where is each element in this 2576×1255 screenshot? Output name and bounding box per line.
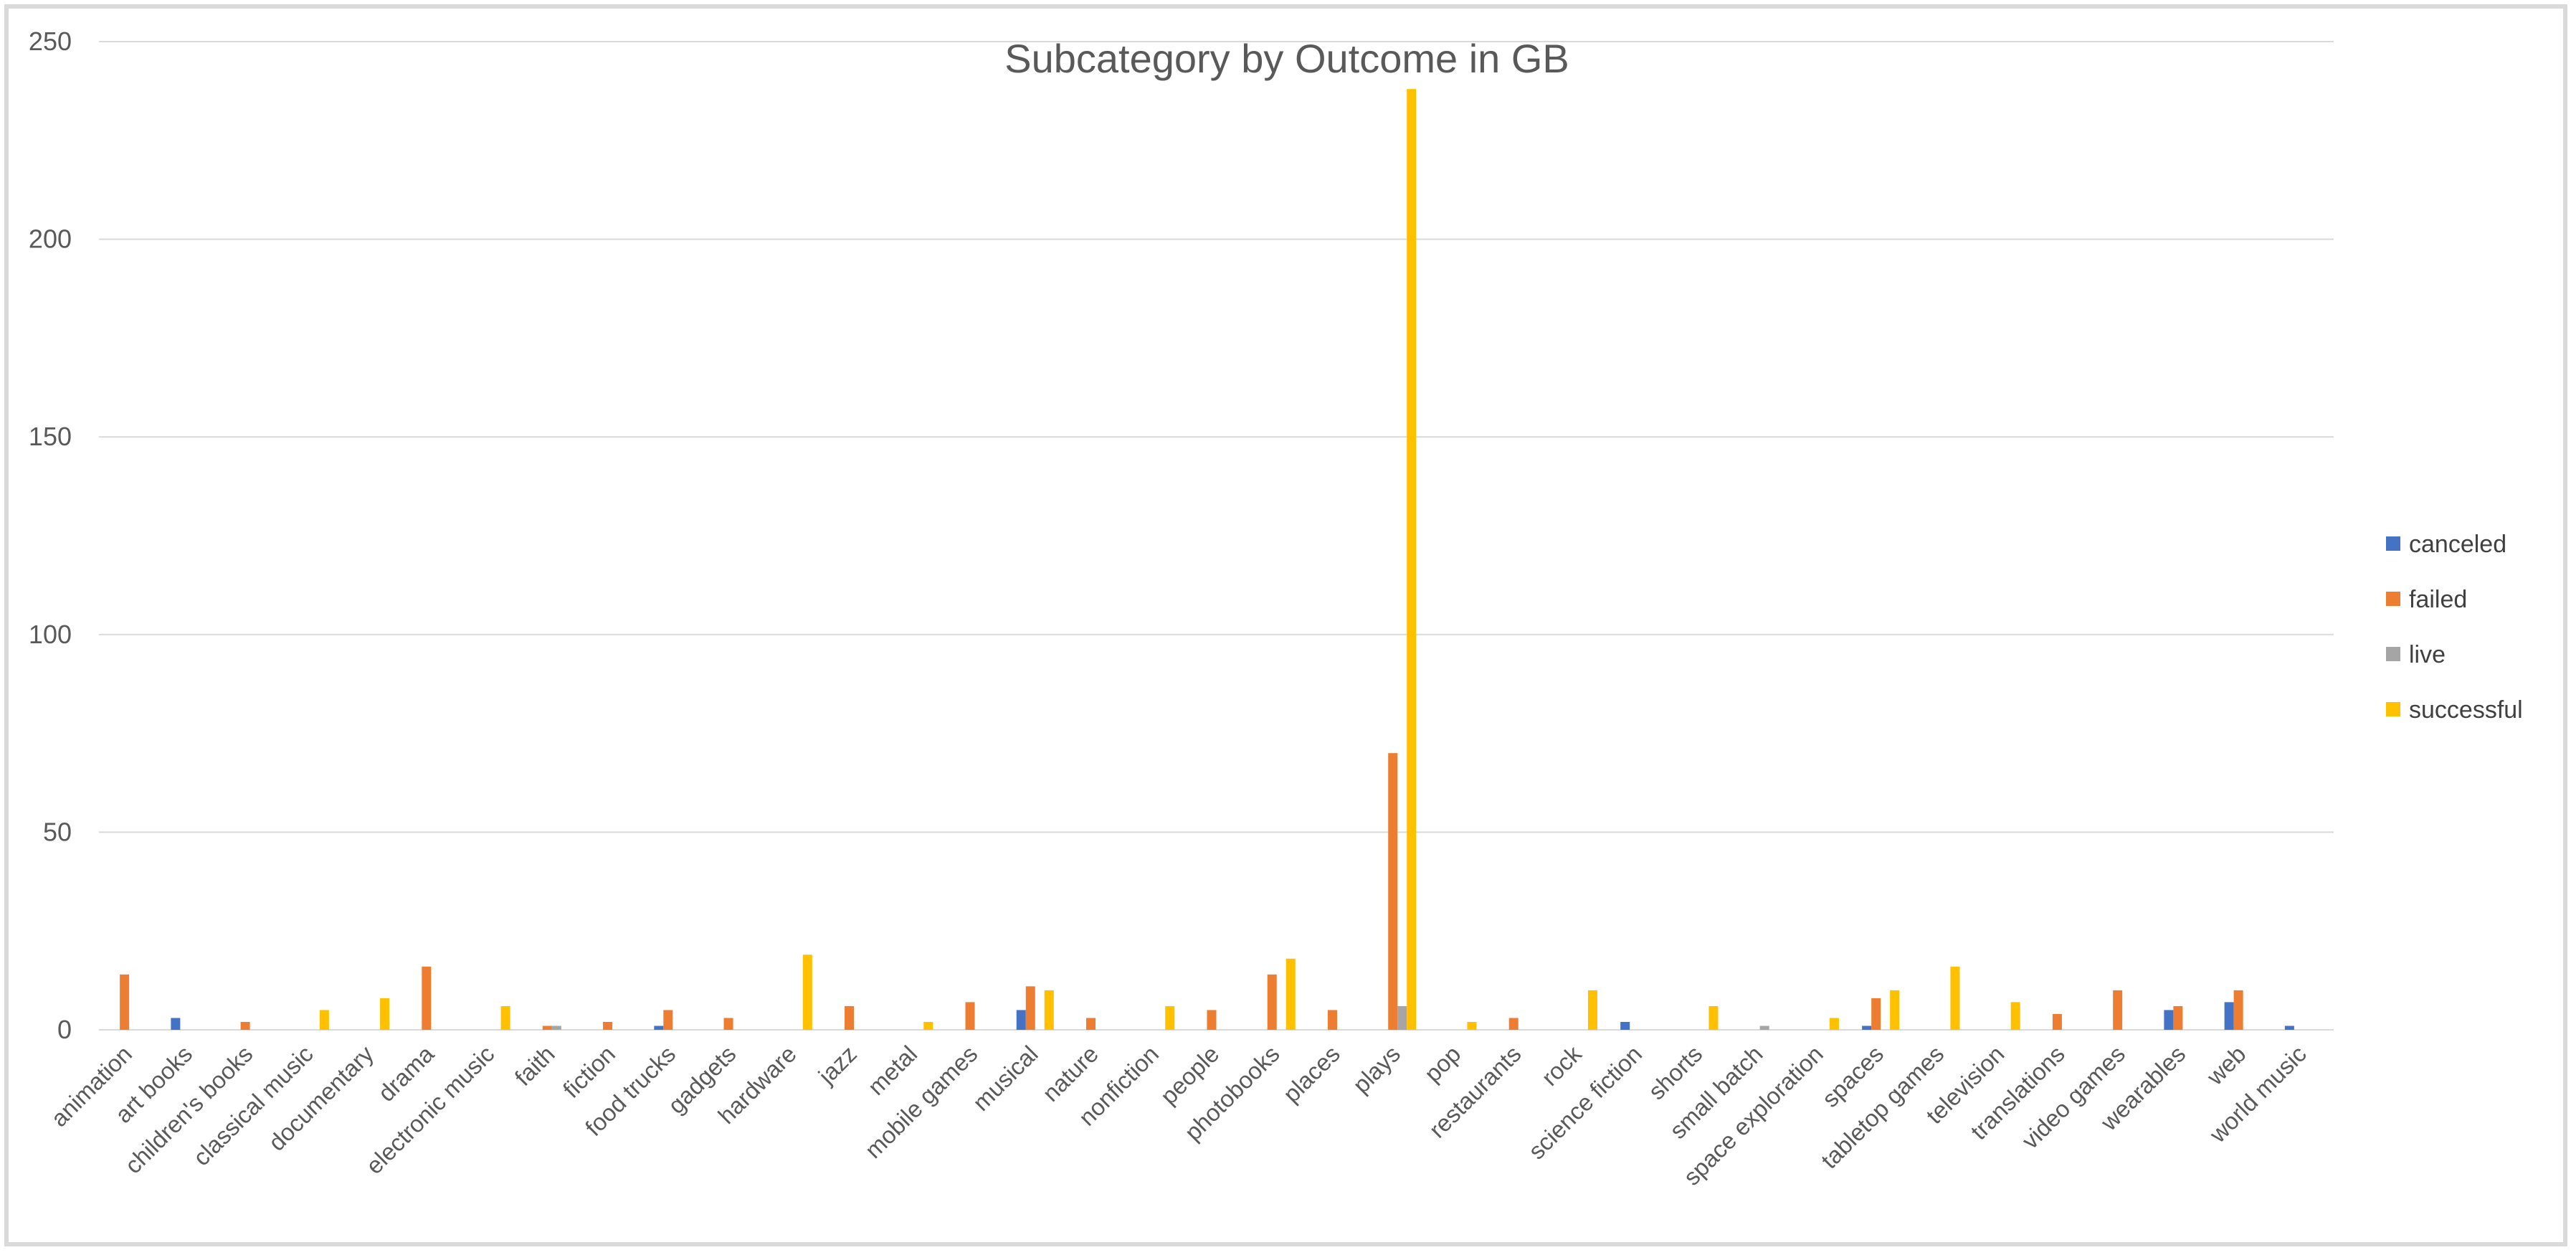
gridlines [99, 41, 2334, 1031]
bar-canceled [2284, 1026, 2294, 1030]
bar-failed [1388, 753, 1398, 1030]
y-tick-label: 150 [29, 422, 72, 451]
bar-canceled [171, 1018, 181, 1030]
bar-successful [1829, 1018, 1839, 1030]
bar-failed [422, 966, 432, 1030]
x-category-label: rock [1536, 1040, 1587, 1091]
bar-canceled [2224, 1002, 2234, 1030]
bar-failed [663, 1010, 673, 1030]
bar-canceled [654, 1026, 664, 1030]
y-tick-label: 200 [29, 224, 72, 254]
bar-failed [1025, 986, 1035, 1030]
bar-successful [1285, 958, 1296, 1030]
legend-swatch-live [2386, 647, 2400, 661]
legend-label: successful [2409, 696, 2523, 724]
bar-failed [845, 1005, 855, 1030]
bar-failed [2173, 1005, 2183, 1030]
bar-successful [802, 955, 812, 1030]
y-tick-label: 250 [29, 27, 72, 56]
bar-live [1397, 1005, 1407, 1030]
bar-canceled [2164, 1010, 2174, 1030]
bar-successful [1708, 1005, 1719, 1030]
bar-failed [240, 1021, 250, 1030]
x-category-label: faith [510, 1041, 560, 1091]
bar-successful [1165, 1005, 1175, 1030]
y-tick-label: 0 [57, 1015, 72, 1044]
x-category-label: jazz [813, 1041, 862, 1089]
bar-failed [1267, 974, 1277, 1030]
legend-label: failed [2409, 586, 2467, 613]
bar-live [551, 1026, 561, 1030]
bar-successful [1044, 990, 1054, 1030]
bar-failed [2113, 990, 2123, 1030]
bar-canceled [1620, 1021, 1630, 1030]
legend-label: live [2409, 641, 2446, 668]
bar-successful [1587, 990, 1597, 1030]
bar-failed [2233, 990, 2243, 1030]
bar-successful [319, 1010, 329, 1030]
legend: canceled failed live successful [2386, 531, 2523, 724]
bar-failed [120, 974, 130, 1030]
bars [120, 89, 2294, 1030]
bar-successful [2010, 1002, 2020, 1030]
bar-successful [380, 998, 390, 1030]
y-axis-ticks: 0 50 100 150 200 250 [29, 27, 72, 1044]
bar-canceled [1862, 1026, 1872, 1030]
legend-swatch-canceled [2386, 536, 2400, 551]
bar-failed [542, 1026, 552, 1030]
x-category-label: places [1278, 1041, 1345, 1108]
x-category-label: pop [1419, 1041, 1465, 1087]
x-category-label: documentary [263, 1040, 379, 1155]
bar-successful [1467, 1021, 1477, 1030]
legend-swatch-successful [2386, 702, 2400, 716]
x-category-label: web [2201, 1041, 2251, 1091]
bar-failed [1086, 1018, 1096, 1030]
chart-title: Subcategory by Outcome in GB [1004, 36, 1569, 81]
x-category-label: plays [1348, 1041, 1406, 1099]
bar-live [1759, 1026, 1769, 1030]
bar-failed [1207, 1010, 1217, 1030]
bar-successful [1950, 966, 1960, 1030]
bar-failed [1508, 1018, 1518, 1030]
bar-successful [500, 1005, 510, 1030]
x-category-label: musical [967, 1041, 1042, 1116]
chart-frame [4, 4, 2567, 1246]
bar-failed [1871, 998, 1881, 1030]
bar-canceled [1016, 1010, 1026, 1030]
bar-successful [1890, 990, 1900, 1030]
bar-successful [1407, 89, 1417, 1030]
legend-swatch-failed [2386, 592, 2400, 606]
bar-failed [723, 1018, 733, 1030]
bar-failed [965, 1002, 975, 1030]
bar-failed [603, 1021, 613, 1030]
legend-label: canceled [2409, 531, 2506, 558]
y-tick-label: 100 [29, 620, 72, 649]
bar-failed [1327, 1010, 1337, 1030]
y-tick-label: 50 [43, 817, 72, 846]
bar-successful [923, 1021, 933, 1030]
bar-failed [2052, 1013, 2062, 1030]
